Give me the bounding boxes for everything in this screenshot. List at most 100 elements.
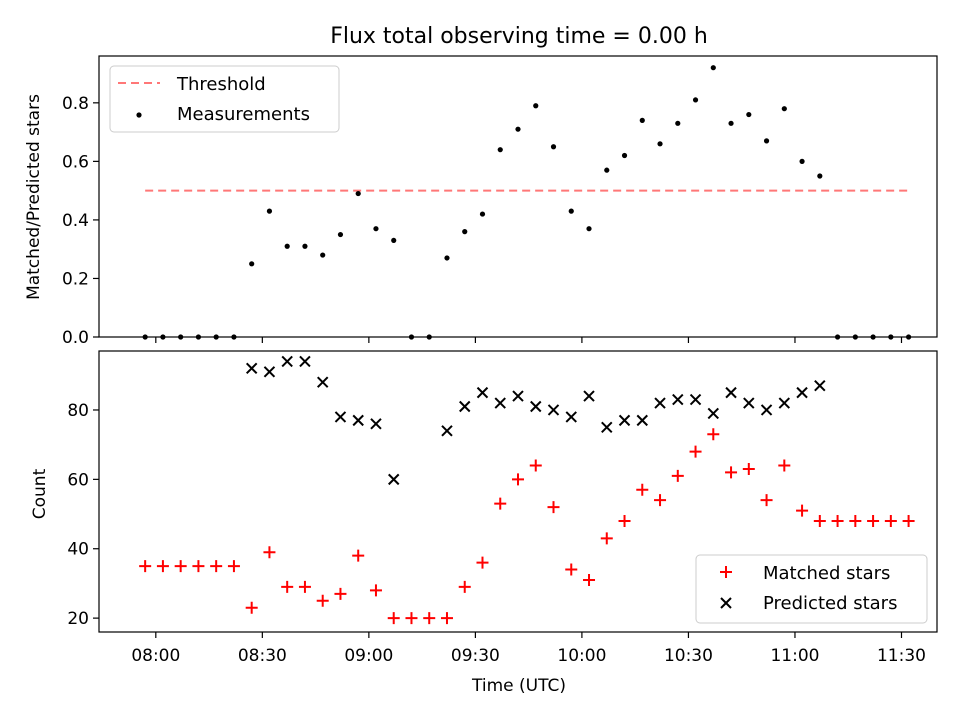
- top-panel-axes: 0.0 0.2 0.4 0.6 0.8: [62, 94, 903, 348]
- bottom-y-tick-label: 60: [67, 470, 89, 490]
- x-tick-label: 11:30: [877, 646, 926, 666]
- predicted-stars-point: [618, 414, 631, 427]
- matched-stars-point: [387, 612, 400, 625]
- measurement-point: [391, 237, 397, 244]
- predicted-legend-label: Predicted stars: [763, 593, 897, 614]
- matched-stars-point: [458, 580, 471, 593]
- matched-stars-point: [636, 483, 649, 496]
- matched-stars-point: [813, 514, 826, 527]
- measurement-point: [586, 226, 592, 232]
- predicted-legend-swatch: [720, 597, 732, 609]
- measurement-point: [604, 167, 610, 173]
- matched-stars-point: [654, 494, 667, 507]
- measurement-point: [550, 144, 557, 150]
- threshold-legend-label: Threshold: [176, 74, 266, 95]
- predicted-stars-point: [316, 376, 329, 388]
- predicted-stars-point: [636, 414, 648, 427]
- bottom-y-axis-label: Count: [30, 468, 50, 519]
- top-y-tick-label: 0.0: [62, 328, 89, 348]
- predicted-stars-point: [601, 421, 613, 434]
- chart-title: Flux total observing time = 0.00 h: [330, 24, 708, 49]
- top-y-axis-label: Matched/Predicted stars: [24, 94, 44, 300]
- measurement-point: [337, 231, 344, 238]
- top-panel: 0.00.20.40.60.8 Matched/Predicted stars …: [24, 55, 938, 348]
- measurements-legend-swatch: [136, 112, 142, 118]
- measurement-point: [444, 255, 450, 261]
- matched-stars-point: [600, 532, 613, 545]
- x-tick-label: 11:00: [770, 646, 819, 666]
- matched-stars-point: [707, 428, 720, 441]
- matched-stars-point: [494, 497, 507, 510]
- predicted-stars-point: [654, 397, 666, 409]
- predicted-stars-point: [778, 397, 791, 409]
- matched-legend-label: Matched stars: [763, 563, 890, 584]
- x-tick-label: 08:30: [238, 646, 287, 666]
- measurement-point: [781, 106, 787, 112]
- matched-stars-point: [316, 594, 329, 607]
- matched-stars-point: [867, 514, 880, 527]
- measurement-point: [373, 226, 379, 232]
- predicted-stars-point: [459, 400, 471, 413]
- predicted-stars-point: [245, 362, 258, 375]
- measurement-point: [302, 243, 308, 249]
- predicted-stars-point: [565, 411, 577, 423]
- matched-stars-point: [902, 514, 915, 527]
- matched-stars-point: [440, 612, 453, 625]
- measurement-point: [639, 117, 645, 123]
- measurement-point: [728, 120, 734, 126]
- matched-stars-point: [760, 494, 773, 507]
- matched-stars-point: [512, 473, 524, 486]
- top-y-tick-label: 0.2: [62, 269, 89, 289]
- x-tick-label: 10:00: [557, 646, 606, 666]
- top-y-tick-label: 0.6: [62, 152, 89, 172]
- matched-stars-point: [156, 560, 169, 573]
- measurement-point: [462, 229, 468, 235]
- matched-stars-point: [476, 556, 489, 569]
- matched-stars-point: [263, 546, 276, 559]
- bottom-y-tick-label: 20: [67, 609, 89, 629]
- matched-stars-point: [742, 462, 755, 475]
- predicted-stars-point: [441, 425, 453, 437]
- matched-stars-point: [139, 560, 152, 573]
- bottom-y-tick-label: 40: [67, 540, 89, 560]
- predicted-stars-point: [743, 397, 755, 409]
- matched-stars-point: [298, 580, 311, 593]
- matched-legend-swatch: [720, 566, 732, 578]
- matched-stars-point: [405, 612, 418, 625]
- matched-stars-point: [281, 580, 294, 593]
- measurement-point: [710, 65, 716, 71]
- top-y-tick-label: 0.4: [62, 211, 89, 231]
- bottom-panel: 20 40 60 80 08:00 08:30 09:00 09:30 10:00 10:30 11…: [30, 350, 938, 696]
- predicted-stars-point: [263, 366, 276, 378]
- measurement-point: [657, 141, 663, 147]
- measurement-point: [479, 211, 486, 217]
- predicted-stars-point: [814, 379, 826, 392]
- predicted-stars-point: [494, 397, 506, 409]
- top-panel-frame: [98, 55, 938, 338]
- matched-stars-point: [671, 469, 684, 482]
- top-legend: Threshold Measurements: [109, 65, 340, 133]
- matched-stars-point: [725, 466, 738, 479]
- measurement-point: [533, 103, 539, 109]
- matched-stars-point: [210, 560, 223, 573]
- predicted-stars-point: [334, 411, 347, 423]
- predicted-stars-point: [725, 386, 737, 399]
- measurement-point: [675, 120, 681, 126]
- predicted-stars-point: [370, 418, 382, 430]
- predicted-stars-point: [281, 355, 293, 368]
- predicted-stars-point: [352, 414, 364, 427]
- matched-stars-point: [831, 514, 844, 527]
- measurement-point: [515, 126, 521, 132]
- matched-stars-point: [547, 501, 560, 514]
- top-legend-box: [109, 65, 340, 133]
- measurement-point: [355, 190, 361, 197]
- measurement-point: [249, 261, 255, 267]
- matched-stars-point: [369, 584, 382, 597]
- matched-stars-point: [192, 560, 205, 573]
- matched-stars-point: [174, 560, 187, 573]
- predicted-stars-point: [796, 386, 808, 399]
- measurement-point: [568, 208, 574, 214]
- bottom-panel-marks: [139, 355, 915, 625]
- x-tick-label: 08:00: [131, 646, 180, 666]
- x-tick-label: 10:30: [664, 646, 713, 666]
